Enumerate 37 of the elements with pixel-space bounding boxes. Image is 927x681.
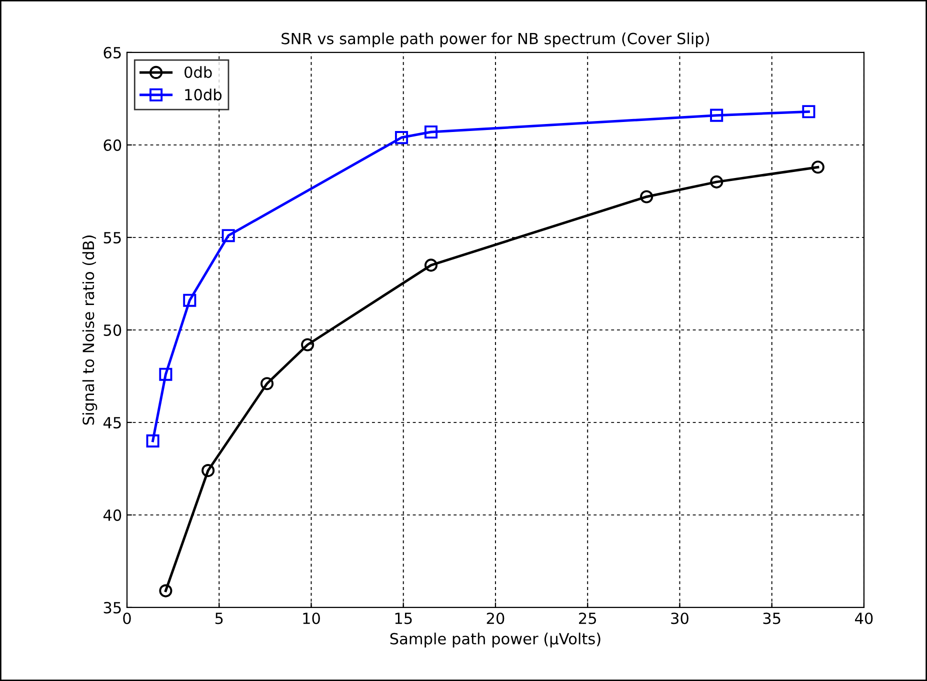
point	[811, 160, 824, 174]
point	[159, 584, 172, 598]
x-tick-label: 5	[215, 612, 223, 624]
x-tick-label: 0	[123, 612, 131, 624]
point	[424, 125, 438, 139]
point	[222, 229, 235, 242]
y-tick-label: 45	[103, 417, 121, 428]
point	[424, 258, 438, 272]
x-tick-label: 35	[763, 612, 780, 624]
point	[202, 464, 215, 478]
legend-label: 0db	[184, 66, 212, 78]
x-tick-label: 30	[671, 612, 688, 624]
point	[394, 131, 408, 144]
x-tick-label: 20	[486, 612, 504, 624]
y-tick-label: 60	[104, 139, 122, 151]
x-tick-label: 15	[395, 612, 412, 624]
point	[710, 175, 724, 188]
point	[301, 338, 314, 352]
legend-label: 10db	[185, 88, 222, 100]
y-tick-label: 35	[104, 602, 121, 614]
chart-title: SNR vs sample path power for NB spectrum (Cover Slip)	[282, 32, 710, 48]
x-tick-label: 25	[579, 612, 596, 624]
x-tick-label: 40	[854, 612, 873, 624]
point	[260, 377, 274, 390]
y-tick-label: 50	[104, 324, 122, 336]
y-tick-label: 40	[103, 509, 122, 521]
point	[802, 105, 816, 118]
point	[159, 368, 172, 381]
point	[183, 294, 196, 307]
point	[710, 108, 724, 122]
point	[146, 434, 160, 448]
y-tick-label: 65	[104, 46, 121, 58]
y-tick-label: 55	[104, 232, 121, 244]
y-axis-title: Signal to Noise ratio (dB)	[82, 236, 98, 425]
x-axis-title: Sample path power (µVolts)	[390, 632, 600, 648]
x-tick-label: 10	[303, 612, 320, 624]
point	[640, 190, 654, 204]
